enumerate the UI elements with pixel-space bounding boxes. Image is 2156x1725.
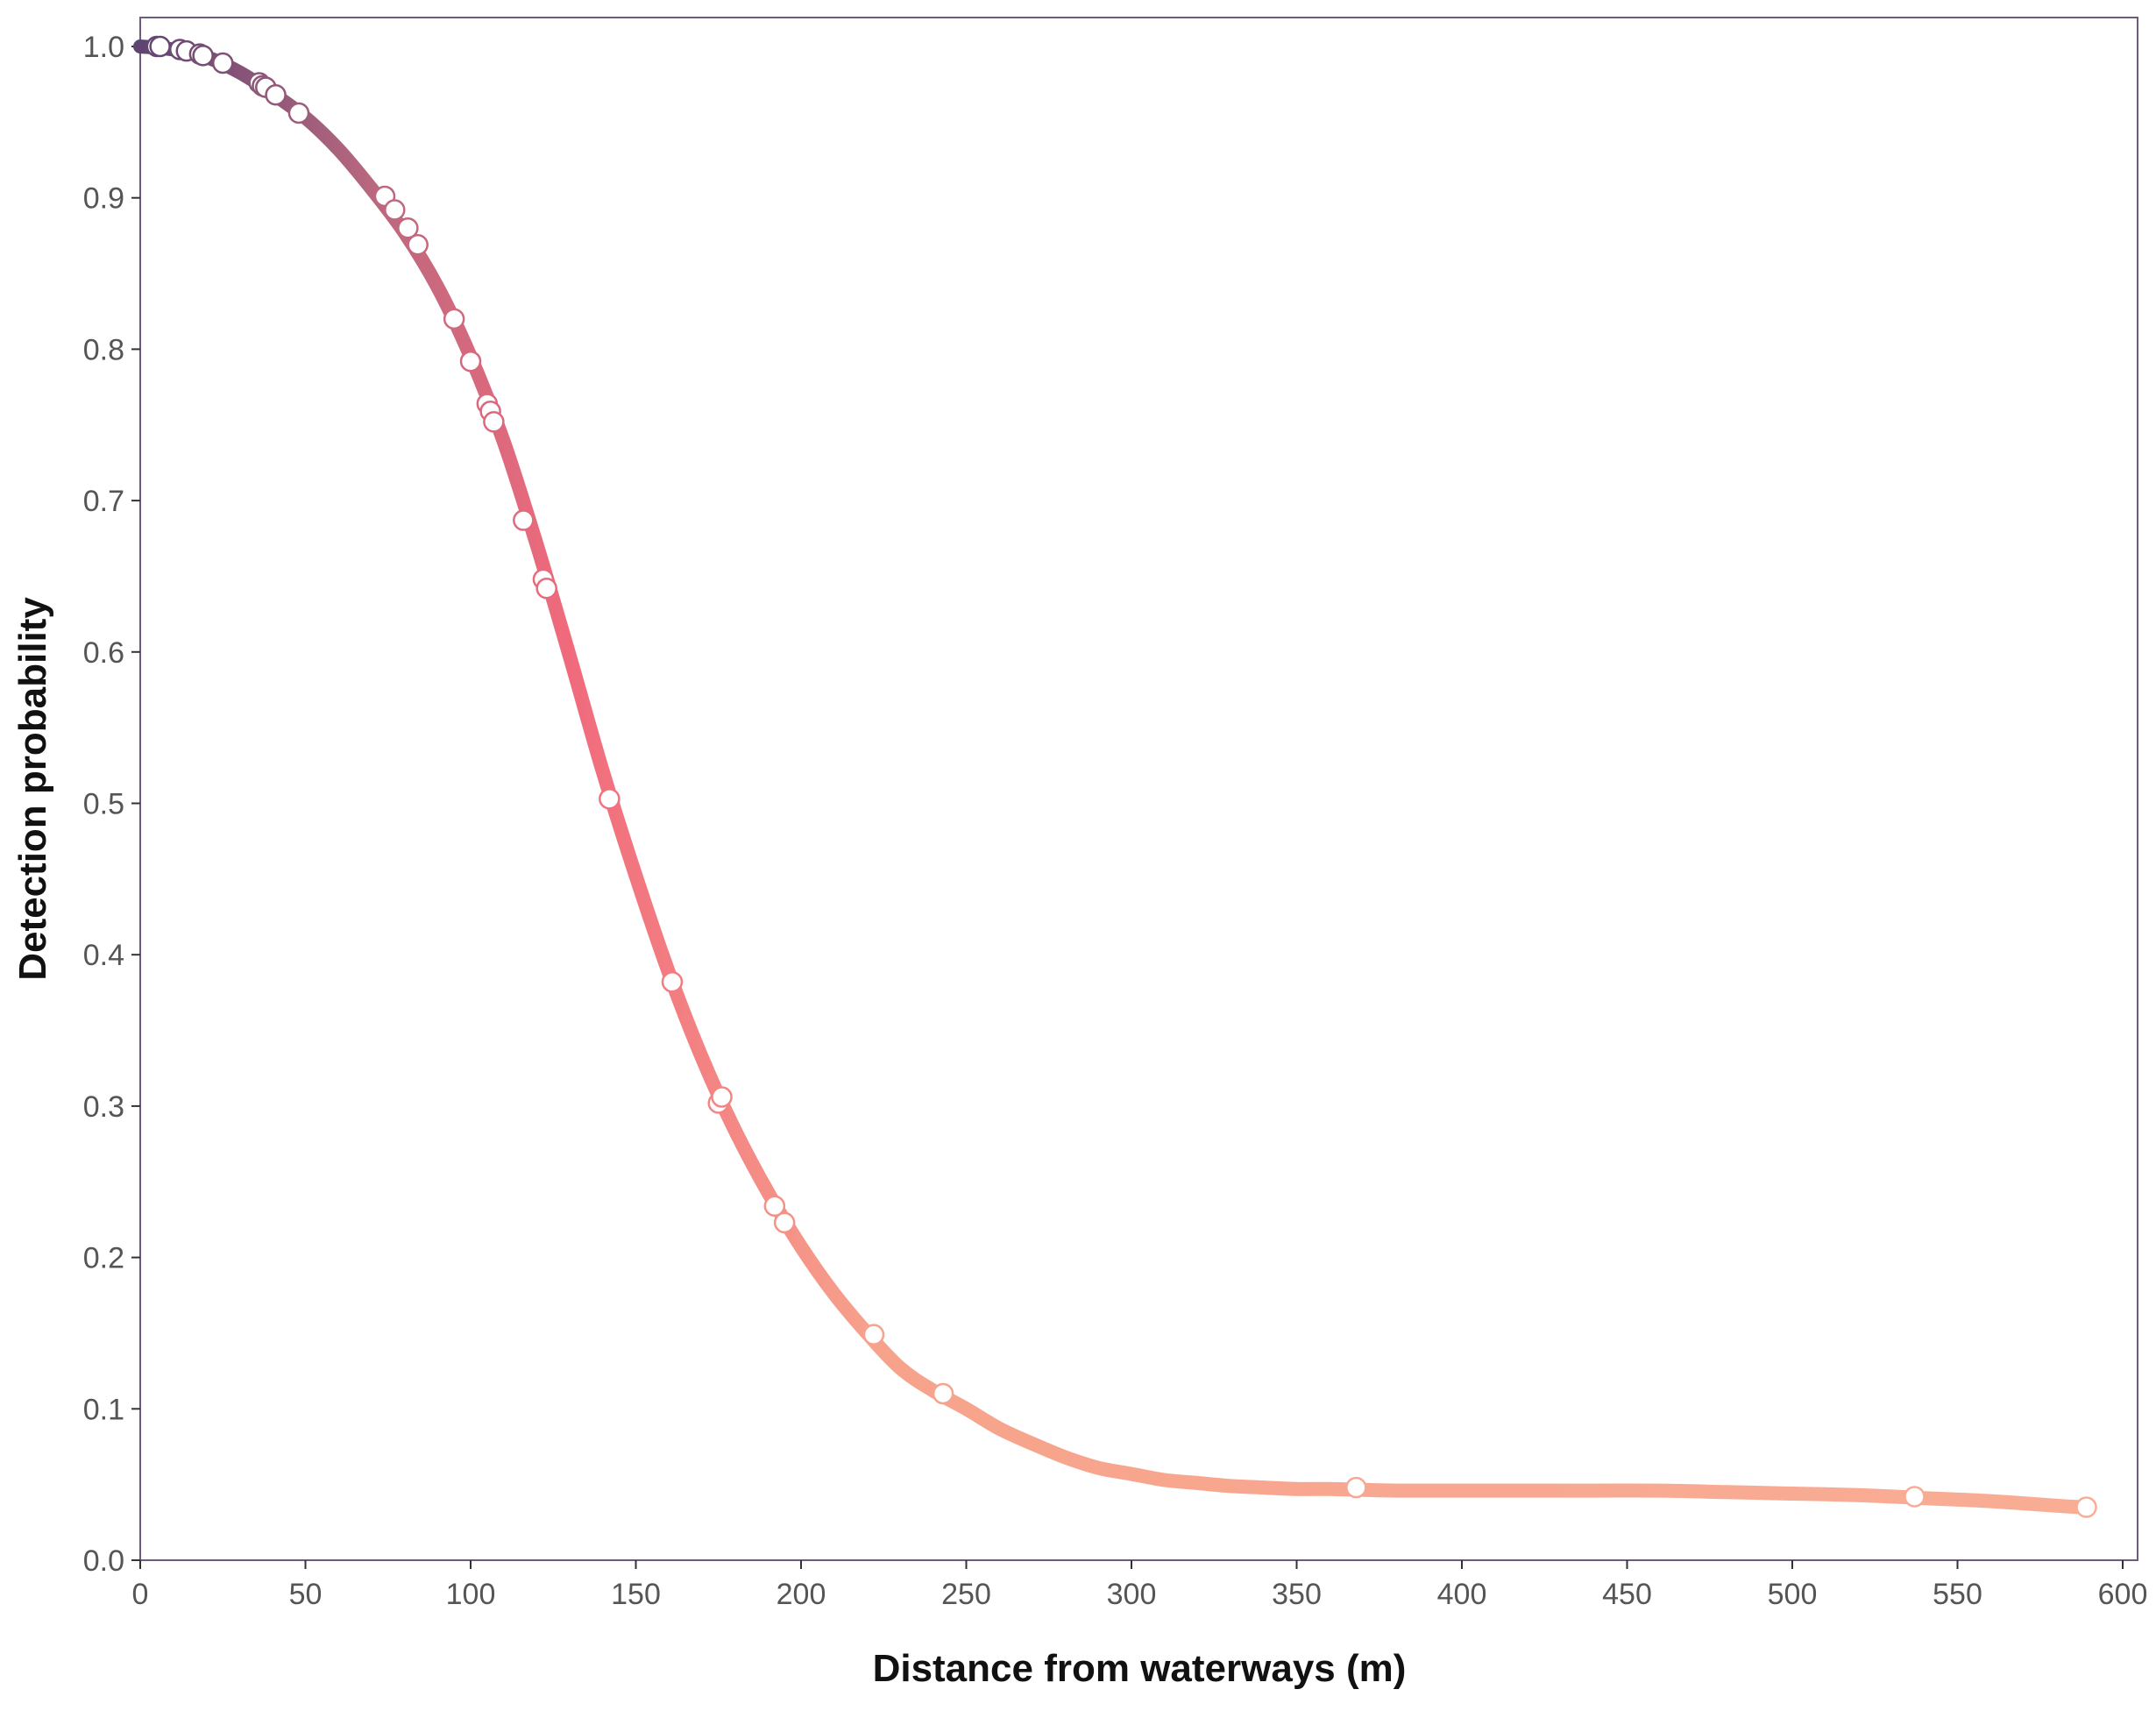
- observation-point: [1904, 1486, 1926, 1508]
- x-tick-label: 450: [1602, 1578, 1652, 1611]
- observation-points: [145, 35, 2097, 1518]
- y-tick-label: 0.9: [83, 182, 124, 216]
- observation-point: [2075, 1496, 2097, 1518]
- x-tick-label: 500: [1768, 1578, 1818, 1611]
- observation-point: [443, 308, 465, 330]
- observation-point: [513, 509, 535, 531]
- y-tick-label: 0.6: [83, 636, 124, 670]
- fitted-probability-curve: [133, 39, 2090, 1515]
- y-tick-label: 0.7: [83, 485, 124, 518]
- observation-point: [149, 35, 171, 58]
- y-tick-label: 0.5: [83, 788, 124, 821]
- observation-point: [862, 1324, 885, 1345]
- observation-point: [661, 971, 684, 993]
- y-axis-title: Detection probability: [11, 597, 54, 981]
- x-tick-label: 50: [289, 1578, 323, 1611]
- observation-point: [599, 788, 621, 810]
- x-tick-label: 400: [1437, 1578, 1487, 1611]
- observation-point: [287, 102, 310, 124]
- observation-point: [192, 45, 214, 67]
- x-tick-label: 150: [611, 1578, 661, 1611]
- observation-point: [265, 84, 287, 106]
- y-tick-label: 0.0: [83, 1544, 124, 1578]
- y-tick-label: 0.2: [83, 1242, 124, 1275]
- observation-point: [397, 217, 419, 239]
- y-tick-label: 1.0: [83, 31, 124, 64]
- y-axis: 0.0 0.1 0.2 0.3 0.4 0.5 0.6 0.7 0.8 0.9 1.0: [83, 31, 140, 1578]
- x-axis-title: Distance from waterways (m): [873, 1647, 1407, 1690]
- x-tick-label: 550: [1933, 1578, 1982, 1611]
- observation-point: [535, 578, 557, 600]
- observation-point: [384, 199, 406, 221]
- observation-point: [212, 52, 234, 75]
- observation-point: [407, 233, 429, 256]
- x-tick-label: 300: [1107, 1578, 1157, 1611]
- y-tick-label: 0.3: [83, 1090, 124, 1124]
- observation-point: [1345, 1476, 1367, 1499]
- observation-point: [773, 1211, 796, 1234]
- observation-point: [459, 350, 482, 373]
- observation-point: [763, 1195, 786, 1217]
- x-tick-label: 0: [132, 1578, 149, 1611]
- y-tick-label: 0.8: [83, 333, 124, 366]
- observation-point: [932, 1382, 954, 1405]
- x-tick-label: 350: [1272, 1578, 1322, 1611]
- x-tick-label: 600: [2098, 1578, 2148, 1611]
- observation-point: [483, 411, 505, 433]
- x-tick-label: 200: [777, 1578, 826, 1611]
- observation-point: [711, 1086, 733, 1108]
- x-tick-label: 250: [941, 1578, 991, 1611]
- y-tick-label: 0.1: [83, 1393, 124, 1426]
- plot-area-frame: [139, 17, 2138, 1561]
- y-tick-label: 0.4: [83, 939, 124, 972]
- x-axis: 0 50 100 150 200 250 300 350 400 450 500 550 600: [132, 1560, 2148, 1611]
- x-tick-label: 100: [446, 1578, 496, 1611]
